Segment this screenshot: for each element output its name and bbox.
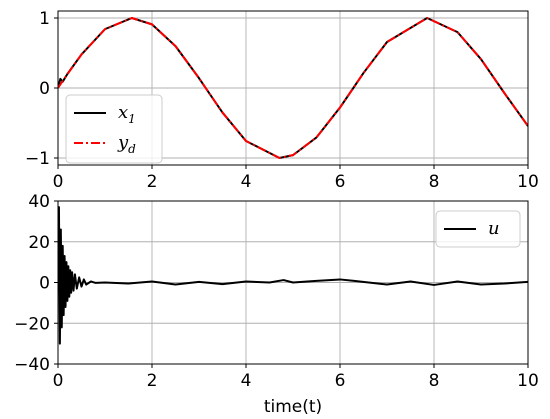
- y-tick-label: 40: [28, 192, 50, 212]
- y-tick-label: 0: [39, 79, 50, 99]
- legend-frame: [65, 94, 163, 164]
- x-tick-label: 6: [335, 371, 346, 391]
- x-tick-label: 6: [335, 172, 346, 192]
- x-tick-label: 10: [517, 172, 539, 192]
- bottom-subplot: 0 2 4 6 8 10 −40 −20 0 20 40 u: [14, 192, 539, 391]
- x-tick-label: 10: [517, 371, 539, 391]
- x-tick-label: 8: [429, 371, 440, 391]
- legend-frame: [435, 210, 521, 248]
- legend-label-subscript: 1: [128, 112, 136, 126]
- y-tick-label: 0: [39, 274, 50, 294]
- y-tick-label: −20: [14, 314, 50, 334]
- x-tick-label: 2: [147, 371, 158, 391]
- legend-label-subscript: d: [128, 142, 136, 156]
- x-tick-label: 0: [53, 172, 64, 192]
- x-tick-label: 0: [53, 371, 64, 391]
- y-tick-label: −1: [25, 149, 50, 169]
- legend-label: u: [488, 218, 500, 239]
- series-line-yd: [58, 17, 528, 159]
- x-tick-label: 8: [429, 172, 440, 192]
- y-tick-label: 1: [39, 9, 50, 29]
- x-tick-label: 4: [241, 172, 252, 192]
- series-line-u: [58, 206, 528, 345]
- x-axis-label: time(t): [264, 397, 322, 417]
- y-tick-label: −40: [14, 355, 50, 375]
- y-tick-label: 20: [28, 233, 50, 253]
- legend: u: [435, 210, 521, 248]
- x-tick-label: 4: [241, 371, 252, 391]
- x-tick-label: 2: [147, 172, 158, 192]
